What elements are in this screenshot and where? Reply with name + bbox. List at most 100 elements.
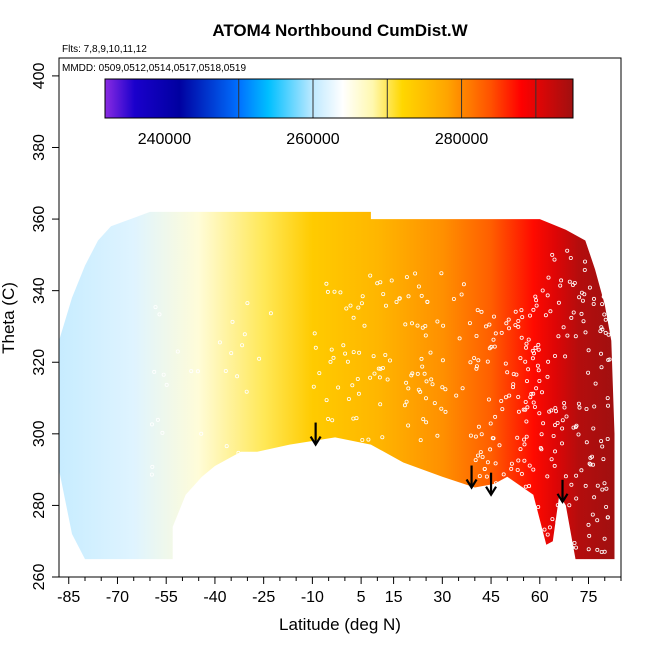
sample-point xyxy=(604,504,609,509)
sample-point xyxy=(503,395,508,400)
sample-point xyxy=(521,407,526,412)
sample-point xyxy=(199,431,204,436)
sample-point xyxy=(553,353,558,358)
sample-point xyxy=(555,420,560,425)
sample-point xyxy=(406,294,411,299)
sample-point xyxy=(341,343,346,348)
sample-point xyxy=(537,378,542,383)
sample-point xyxy=(245,301,250,306)
sample-point xyxy=(418,438,423,443)
downward-arrow xyxy=(309,422,322,447)
sample-point xyxy=(535,363,540,368)
sample-point xyxy=(432,401,437,406)
sample-point xyxy=(526,367,531,372)
sample-point xyxy=(428,350,433,355)
sample-point xyxy=(511,382,516,387)
sample-point xyxy=(545,474,550,479)
sample-point xyxy=(397,296,402,301)
sample-point xyxy=(568,255,573,260)
sample-point xyxy=(525,405,530,410)
sample-point xyxy=(540,390,545,395)
sample-point xyxy=(600,444,605,449)
sample-point xyxy=(584,440,589,445)
sample-point xyxy=(563,354,568,359)
sample-point xyxy=(595,547,600,552)
sample-point xyxy=(554,409,559,414)
sample-point xyxy=(562,401,567,406)
sample-point xyxy=(403,322,408,327)
sample-point xyxy=(572,280,577,285)
y-tick-label: 380 xyxy=(31,134,48,161)
sample-point xyxy=(522,458,527,463)
sample-point xyxy=(230,319,235,324)
sample-point xyxy=(536,368,541,373)
sample-point xyxy=(175,349,180,354)
sample-point xyxy=(592,495,597,500)
sample-point xyxy=(161,372,166,377)
sample-point xyxy=(528,512,533,517)
sample-point xyxy=(356,305,361,310)
sample-point xyxy=(560,441,565,446)
sample-point xyxy=(468,433,473,438)
colorbar-tick-label: 240000 xyxy=(138,131,191,148)
sample-point xyxy=(525,379,530,384)
sample-point xyxy=(555,503,560,508)
sample-point xyxy=(234,461,239,466)
sample-point xyxy=(418,389,423,394)
sample-point xyxy=(461,282,466,287)
sample-point xyxy=(548,309,553,314)
sample-point xyxy=(331,355,336,360)
sample-point xyxy=(516,394,521,399)
sample-point xyxy=(582,267,587,272)
sample-point xyxy=(559,278,564,283)
sample-point xyxy=(152,369,157,374)
y-tick-label: 360 xyxy=(31,206,48,233)
sample-point xyxy=(419,293,424,298)
sample-point xyxy=(560,426,565,431)
sample-point xyxy=(387,358,392,363)
sample-point xyxy=(545,532,550,537)
sample-point xyxy=(415,323,420,328)
sample-point xyxy=(376,366,381,371)
sample-point xyxy=(486,397,491,402)
sample-point xyxy=(533,294,538,299)
sample-point xyxy=(409,373,414,378)
sample-point xyxy=(598,329,603,334)
sample-point xyxy=(435,319,440,324)
sample-point xyxy=(587,533,592,538)
sample-point xyxy=(586,348,591,353)
sample-point xyxy=(478,450,483,455)
sample-point xyxy=(579,311,584,316)
sample-point xyxy=(599,325,604,330)
sample-point xyxy=(503,361,508,366)
sample-point xyxy=(504,321,509,326)
sample-point xyxy=(531,391,536,396)
sample-point xyxy=(485,359,490,364)
sample-point xyxy=(383,352,388,357)
sample-point xyxy=(439,271,444,276)
sample-point xyxy=(348,303,353,308)
sample-point xyxy=(357,350,362,355)
sample-point xyxy=(605,396,610,401)
sample-point xyxy=(236,450,241,455)
sample-point xyxy=(587,461,592,466)
sample-point xyxy=(475,308,480,313)
sample-point xyxy=(524,341,529,346)
sample-point xyxy=(583,259,588,264)
sample-point xyxy=(574,545,579,550)
sample-point xyxy=(516,409,521,414)
sample-point xyxy=(413,271,418,276)
y-tick-label: 340 xyxy=(31,277,48,304)
sample-point xyxy=(533,345,538,350)
sample-point xyxy=(530,356,535,361)
sample-point xyxy=(580,298,585,303)
sample-point xyxy=(381,292,386,297)
sample-point xyxy=(576,432,581,437)
y-tick-label: 260 xyxy=(31,564,48,591)
sample-point xyxy=(380,365,385,370)
x-tick-label: 30 xyxy=(433,589,451,606)
y-tick-label: 300 xyxy=(31,420,48,447)
sample-point xyxy=(326,416,331,421)
sample-point xyxy=(224,444,229,449)
x-tick-label: -10 xyxy=(301,589,324,606)
